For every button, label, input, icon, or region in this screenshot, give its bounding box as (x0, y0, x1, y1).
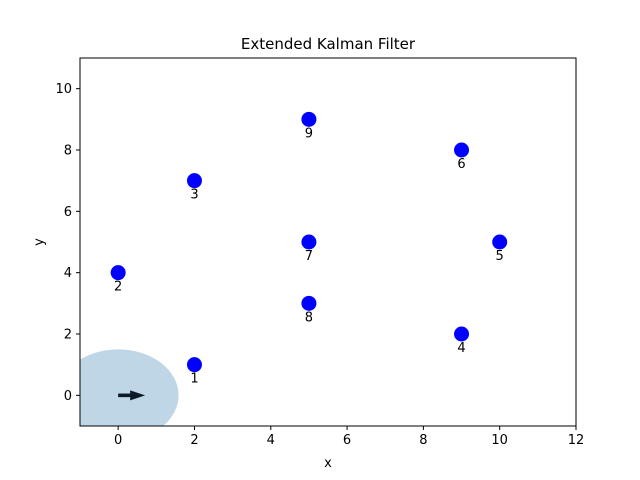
landmark-label-2: 2 (114, 280, 122, 295)
landmark-point-5 (492, 234, 508, 250)
y-tick-label: 2 (64, 328, 72, 343)
landmark-point-9 (301, 111, 317, 127)
robot-heading-arrow (118, 390, 146, 401)
y-axis-label: y (32, 238, 47, 246)
x-tick-label: 12 (568, 433, 585, 448)
landmark-label-4: 4 (457, 341, 465, 356)
landmark-point-2 (110, 265, 126, 281)
landmark-point-6 (454, 142, 470, 158)
x-tick-label: 8 (419, 433, 427, 448)
y-tick-label: 6 (64, 205, 72, 220)
chart-title: Extended Kalman Filter (241, 35, 416, 53)
landmark-label-9: 9 (305, 126, 313, 141)
landmark-point-4 (454, 326, 470, 342)
y-tick-label: 0 (64, 389, 72, 404)
landmark-label-7: 7 (305, 249, 313, 264)
landmark-point-7 (301, 234, 317, 250)
landmark-label-8: 8 (305, 310, 313, 325)
landmark-label-5: 5 (496, 249, 504, 264)
y-tick-label: 4 (64, 266, 72, 281)
landmark-point-1 (186, 357, 202, 373)
x-tick-label: 6 (343, 433, 351, 448)
x-tick-label: 2 (190, 433, 198, 448)
landmark-point-8 (301, 295, 317, 311)
y-tick-label: 8 (64, 144, 72, 159)
robot-covariance-ellipse (80, 349, 179, 426)
x-tick-label: 10 (491, 433, 508, 448)
y-tick-label: 10 (55, 82, 72, 97)
landmark-point-3 (186, 173, 202, 189)
y-axis: 0 2 4 6 8 10 (55, 82, 80, 404)
x-tick-label: 0 (114, 433, 122, 448)
plot-frame (79, 57, 577, 427)
x-axis: 0 2 4 6 8 10 12 (114, 426, 584, 448)
landmark-label-1: 1 (190, 372, 198, 387)
x-axis-label: x (324, 456, 332, 471)
plot-area: 1 2 3 4 5 6 7 8 9 (80, 111, 508, 426)
x-tick-label: 4 (267, 433, 275, 448)
landmark-label-6: 6 (457, 157, 465, 172)
landmark-label-3: 3 (190, 188, 198, 203)
